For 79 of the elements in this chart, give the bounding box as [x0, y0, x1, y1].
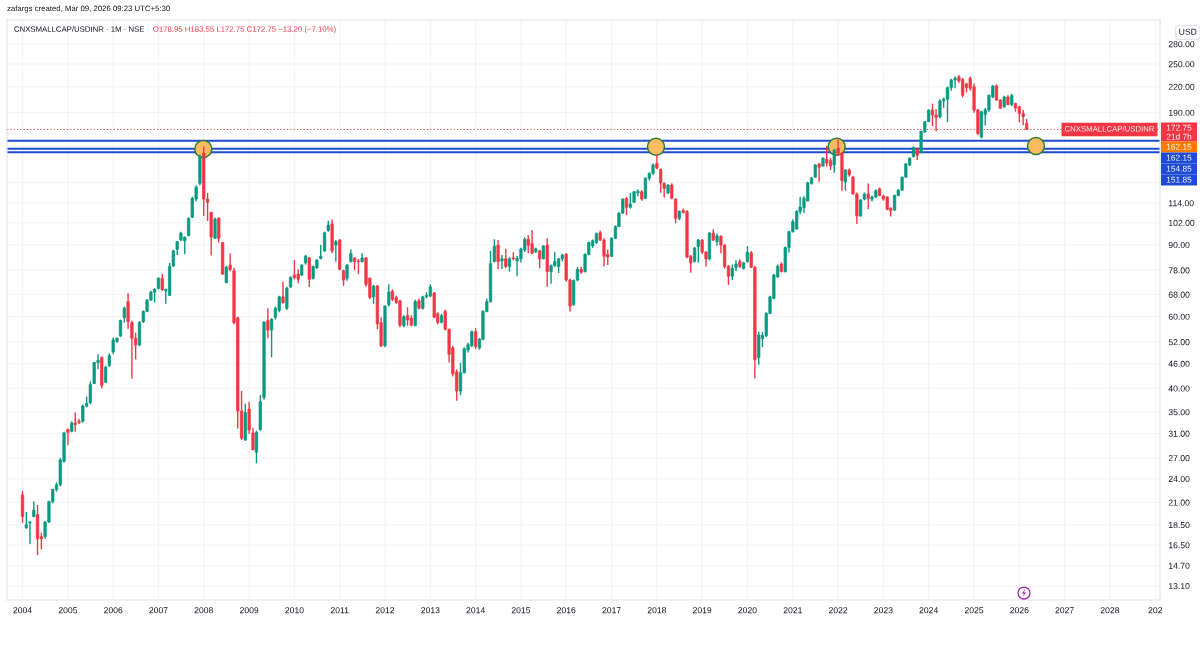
x-tick-label: 2024 [919, 607, 938, 614]
y-tick-label: 35.00 [1168, 409, 1190, 416]
candlestick [281, 280, 285, 305]
y-axis-title: USD [1179, 28, 1197, 35]
candlestick [496, 239, 500, 270]
y-tick-label: 13.10 [1168, 583, 1190, 590]
y-tick-label: 78.00 [1168, 267, 1190, 274]
y-tick-label: 40.00 [1168, 385, 1190, 392]
legend-label: 154.85 [1166, 165, 1192, 172]
candlestick [474, 327, 478, 350]
x-tick-label: 2019 [693, 607, 712, 614]
x-tick-label: 2017 [602, 607, 621, 614]
text: 162.15 [1166, 143, 1192, 150]
x-tick-label: 2023 [874, 607, 893, 614]
x-tick-label: 2027 [1055, 607, 1074, 614]
x-tick-label: 2010 [285, 607, 304, 614]
candlestick [530, 229, 534, 255]
y-tick-label: 220.00 [1168, 83, 1195, 90]
y-tick-label: 90.00 [1168, 241, 1190, 249]
x-tick-label: 2015 [511, 607, 531, 614]
candlestick [696, 238, 700, 264]
x-tick-label: 202 [1148, 607, 1163, 614]
y-tick-label: 190.00 [1168, 109, 1195, 116]
candlestick [866, 182, 870, 211]
candlestick [269, 317, 274, 358]
candlestick [953, 75, 957, 90]
candlestick [66, 427, 70, 447]
candlestick [307, 256, 311, 288]
candlestick [20, 490, 25, 524]
x-tick-label: 2021 [783, 607, 802, 614]
x-tick-label: 2005 [58, 607, 78, 614]
y-tick-label: 27.00 [1168, 455, 1190, 462]
y-tick-label: 14.70 [1168, 562, 1190, 569]
x-tick-label: 2008 [194, 607, 213, 614]
y-tick-label: 18.50 [1168, 521, 1190, 529]
x-tick-label: 2013 [421, 607, 440, 614]
x-tick-label: 2028 [1100, 607, 1120, 614]
x-tick-label: 2025 [964, 607, 984, 614]
y-tick-label: 16.50 [1168, 542, 1190, 549]
y-tick-label: 21.00 [1168, 499, 1190, 506]
candlestick [832, 147, 836, 174]
candlestick [961, 77, 965, 99]
x-tick-label: 2014 [466, 607, 485, 614]
y-tick-label: 250.00 [1168, 61, 1195, 68]
candlestick [659, 167, 663, 194]
y-tick-label: 52.00 [1168, 339, 1190, 346]
y-tick-label: 24.00 [1168, 475, 1190, 482]
y-tick-label: 280.00 [1168, 41, 1195, 48]
y-tick-label: 68.00 [1168, 291, 1190, 298]
y-tick-label: 46.00 [1168, 360, 1190, 367]
candlestick [504, 248, 508, 269]
ref-line-label: 162.15 [1166, 154, 1192, 161]
x-tick-label: 2004 [13, 607, 32, 614]
x-tick-label: 2020 [738, 607, 757, 614]
x-tick-label: 2011 [330, 607, 349, 614]
x-tick-label: 2022 [828, 607, 848, 614]
candlestick [217, 216, 221, 244]
candlestick [500, 254, 504, 270]
y-tick-label: 114.00 [1168, 200, 1194, 207]
x-tick-label: 2016 [557, 607, 576, 614]
candlestick [930, 102, 935, 127]
x-tick-label: 2007 [149, 607, 168, 614]
x-tick-label: 2018 [647, 607, 667, 614]
x-tick-label: 2006 [104, 607, 123, 614]
y-tick-label: 102.00 [1168, 219, 1195, 226]
legend-label: 151.85 [1166, 176, 1192, 183]
candlestick [1021, 109, 1025, 126]
x-tick-label: 2009 [239, 607, 259, 614]
y-tick-label: 31.00 [1168, 430, 1190, 437]
candlestick [266, 307, 270, 339]
y-tick-label: 60.00 [1168, 313, 1190, 320]
candlestick [334, 239, 338, 263]
x-tick-label: 2026 [1010, 607, 1029, 614]
ref-line-label: 172.75 21d 7h [1166, 124, 1192, 140]
x-tick-label: 2012 [375, 607, 395, 614]
candlestick [292, 259, 297, 281]
candlestick [757, 331, 761, 366]
candlestick [825, 145, 829, 168]
candlestick [655, 153, 659, 170]
